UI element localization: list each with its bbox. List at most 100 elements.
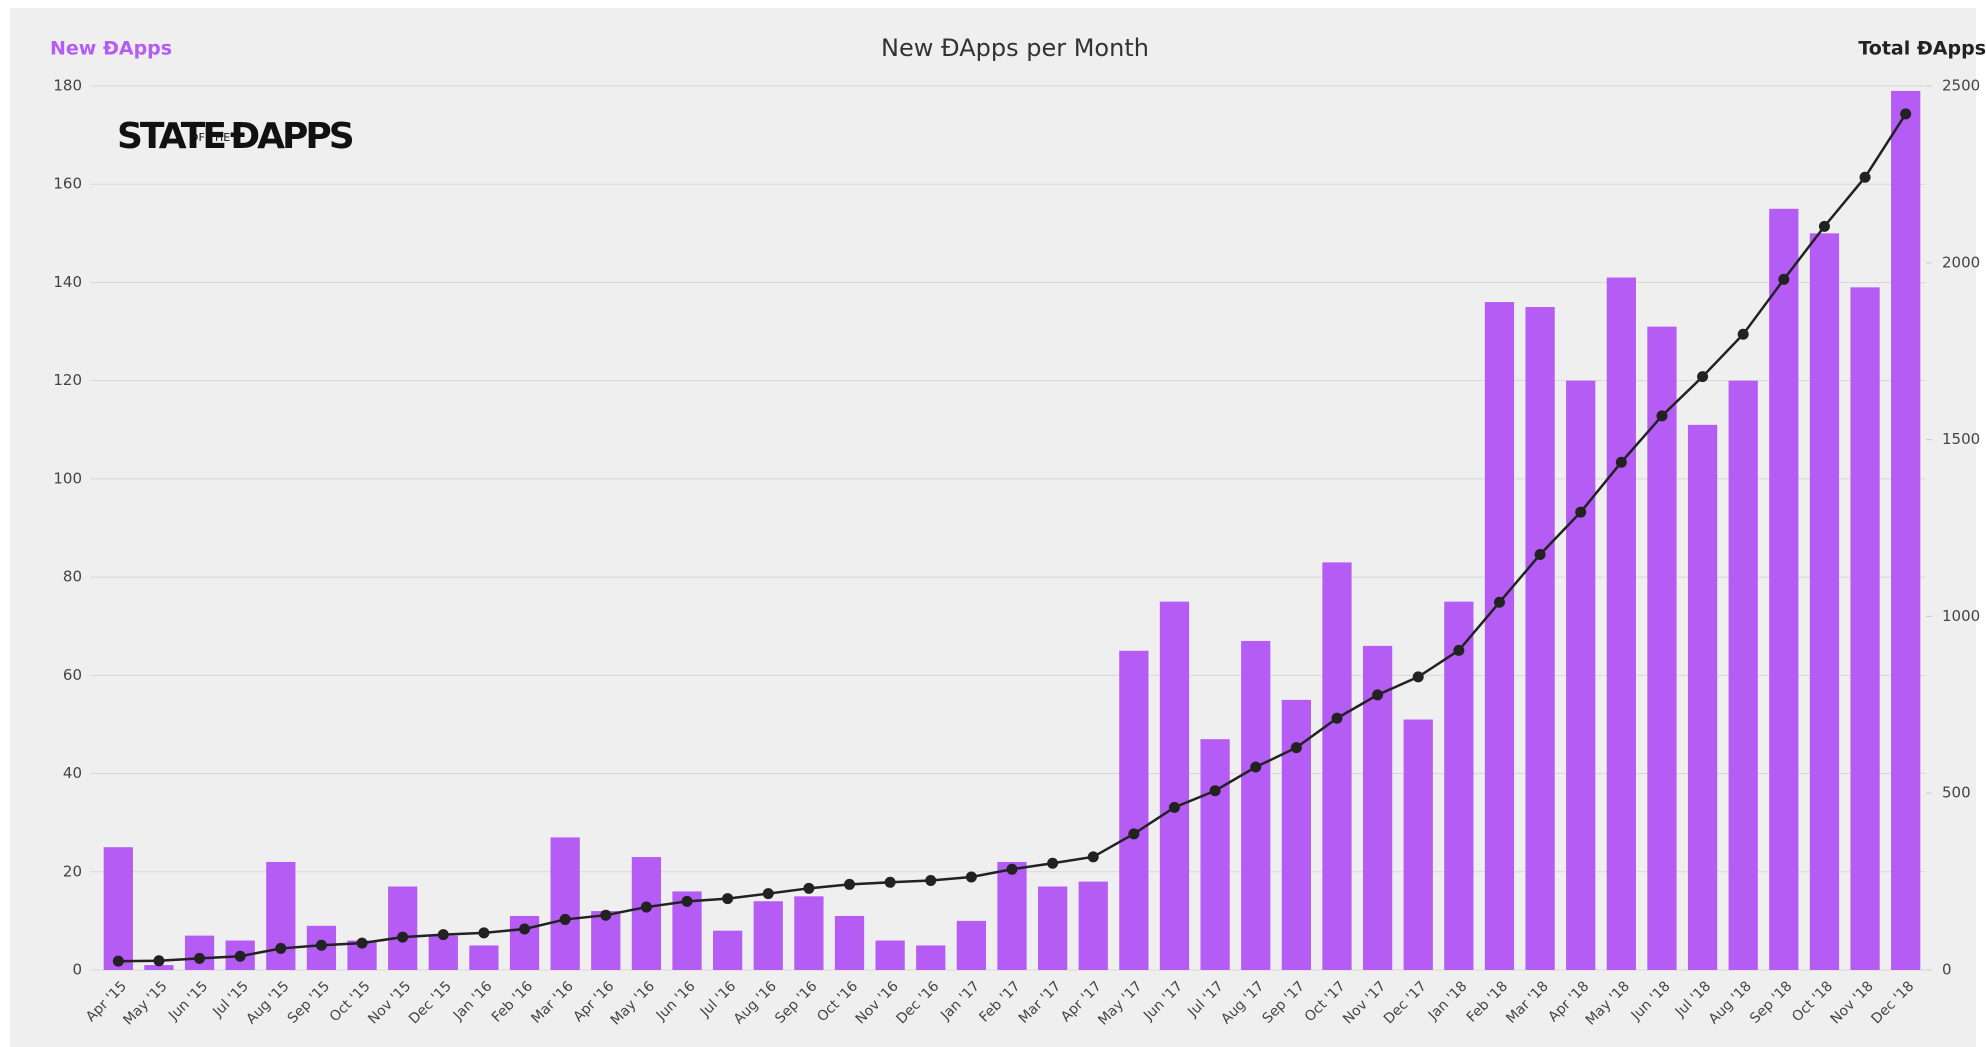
y-tick-label: 0 — [72, 961, 82, 979]
line-point — [1290, 742, 1302, 754]
line-point — [1615, 456, 1627, 468]
line-point — [1209, 785, 1221, 797]
bar — [713, 930, 743, 970]
line-point — [519, 923, 531, 935]
chart-title: New ĐApps per Month — [881, 34, 1149, 62]
y-tick-label: 120 — [53, 371, 82, 389]
line-point — [1047, 857, 1059, 869]
line-point — [1778, 273, 1790, 285]
line-point — [1250, 761, 1262, 773]
bar — [1809, 233, 1840, 971]
y-tick-label: 100 — [53, 469, 82, 487]
line-point — [559, 913, 571, 925]
bar — [997, 861, 1027, 970]
line-point — [844, 878, 856, 890]
bar — [1728, 380, 1758, 971]
bar — [1891, 90, 1921, 970]
line-point — [884, 876, 896, 888]
y-tick-label: 40 — [63, 764, 82, 782]
bar — [794, 896, 824, 970]
line-point — [275, 942, 287, 954]
y2-tick-label: 1000 — [1942, 607, 1980, 625]
bar — [834, 915, 865, 970]
y2-tick-label: 500 — [1942, 784, 1971, 802]
bar — [103, 847, 133, 970]
bar — [1850, 287, 1880, 970]
line-point — [194, 952, 206, 964]
line-point — [1737, 328, 1749, 340]
y2-tick-label: 1500 — [1942, 430, 1980, 448]
logo-text: STATE — [117, 116, 224, 157]
logo: STATE OF THE ĐAPPS — [117, 116, 356, 157]
bar — [469, 945, 499, 970]
bar — [1159, 601, 1190, 970]
line-point — [397, 931, 409, 943]
bar — [388, 886, 418, 970]
bar — [1769, 208, 1799, 970]
bar — [184, 935, 215, 970]
bar — [1687, 424, 1718, 970]
y2-axis-label: Total ĐApps — [1858, 38, 1986, 60]
logo-text: ĐAPPS — [230, 116, 353, 157]
bar — [1200, 739, 1230, 970]
bar — [1078, 881, 1108, 970]
bar — [916, 945, 946, 970]
line-point — [1331, 712, 1343, 724]
bar — [631, 857, 662, 970]
y2-tick-label: 0 — [1942, 961, 1952, 979]
bar — [428, 935, 458, 970]
line-point — [356, 937, 368, 949]
line-point — [1128, 828, 1140, 840]
line-point — [1087, 851, 1099, 863]
chart-background — [10, 8, 1976, 1047]
bar — [875, 940, 905, 970]
line-point — [1656, 410, 1668, 422]
bar — [550, 837, 580, 970]
line-point — [640, 901, 652, 913]
y2-tick-label: 2000 — [1942, 253, 1980, 271]
y-tick-label: 140 — [53, 273, 82, 291]
bar — [1647, 326, 1677, 971]
bar — [591, 911, 621, 970]
line-point — [600, 909, 612, 921]
bar — [1484, 302, 1515, 971]
line-point — [1493, 596, 1505, 608]
y-tick-label: 20 — [63, 862, 82, 880]
bar — [1606, 277, 1636, 970]
logo-text: OF THE — [190, 131, 230, 144]
line-point — [1818, 220, 1830, 232]
line-point — [437, 929, 449, 941]
bar — [956, 920, 987, 970]
line-point — [478, 927, 490, 939]
bar — [1119, 650, 1149, 970]
line-point — [803, 882, 815, 894]
y-axis-label: New ĐApps — [50, 38, 172, 60]
y-tick-label: 160 — [53, 175, 82, 193]
bar — [1525, 307, 1555, 970]
line-point — [1900, 108, 1912, 120]
line-point — [925, 875, 937, 887]
line-point — [1534, 549, 1546, 561]
line-point — [153, 955, 165, 967]
y-tick-label: 80 — [63, 568, 82, 586]
bar — [1241, 640, 1271, 970]
line-point — [1412, 671, 1424, 683]
line-point — [1168, 801, 1180, 813]
y2-tick-label: 2500 — [1942, 77, 1980, 95]
bar — [1566, 380, 1596, 971]
line-point — [722, 893, 734, 905]
line-point — [1372, 689, 1384, 701]
line-point — [1859, 171, 1871, 183]
y-tick-label: 180 — [53, 77, 82, 95]
bar — [1322, 562, 1352, 970]
line-point — [681, 895, 693, 907]
line-point — [1453, 644, 1465, 656]
line-point — [762, 888, 774, 900]
y-tick-label: 60 — [63, 666, 82, 684]
line-point — [1006, 863, 1018, 875]
line-point — [234, 950, 246, 962]
bar — [1403, 719, 1433, 970]
bar — [753, 901, 783, 970]
bar — [144, 965, 174, 970]
